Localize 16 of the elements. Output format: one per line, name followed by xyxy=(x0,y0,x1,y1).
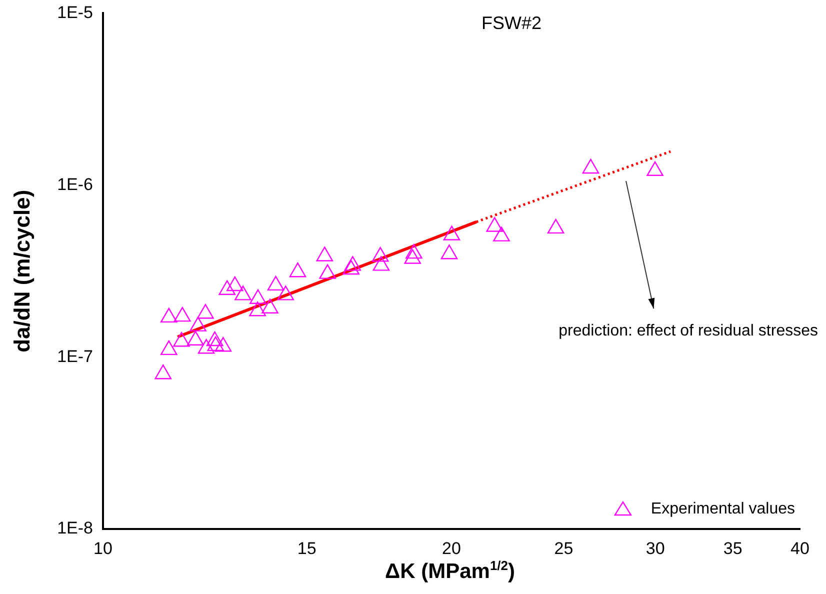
y-axis-title: da/dN (m/cycle) xyxy=(9,190,34,352)
x-tick-label: 20 xyxy=(442,538,461,558)
y-tick-label: 1E-7 xyxy=(57,346,93,366)
annotation: prediction: effect of residual stresses xyxy=(558,322,818,340)
x-tick-label: 40 xyxy=(790,538,810,558)
x-tick-label: 30 xyxy=(646,538,665,558)
y-tick-label: 1E-5 xyxy=(57,2,93,22)
legend-label: Experimental values xyxy=(650,500,795,518)
chart-title: FSW#2 xyxy=(481,13,542,34)
x-axis-title: ΔK (MPam$^{1/2}$) xyxy=(384,558,516,584)
x-tick-label: 35 xyxy=(723,538,742,558)
x-tick-label: 25 xyxy=(554,538,574,558)
x-tick-label: 15 xyxy=(297,538,316,558)
y-tick-label: 1E-6 xyxy=(57,174,93,194)
x-tick-label: 10 xyxy=(94,538,112,558)
y-tick-label: 1E-8 xyxy=(57,518,93,538)
